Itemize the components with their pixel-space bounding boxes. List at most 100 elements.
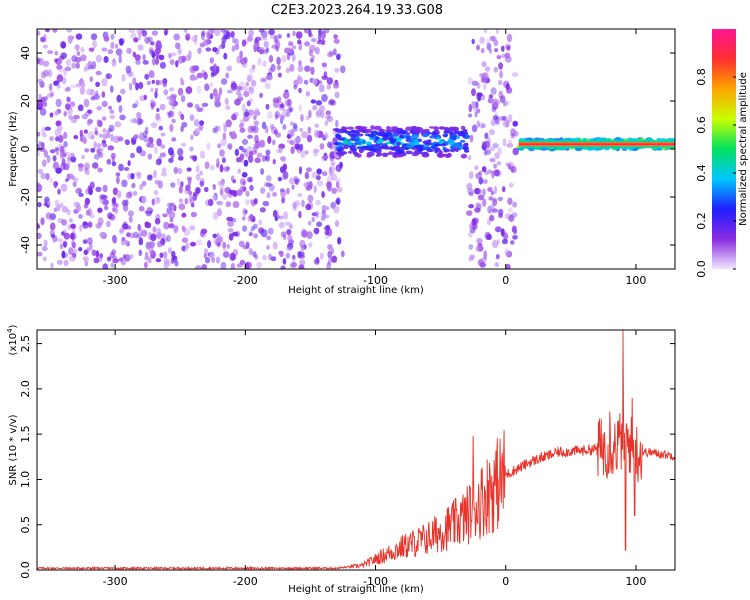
heatmap-cell [449,135,457,140]
heatmap-cell [396,153,404,158]
heatmap-cell [146,207,153,212]
heatmap-cell [326,115,334,123]
heatmap-cell [137,44,144,51]
heatmap-cell [61,77,67,85]
heatmap-cell [97,143,101,149]
heatmap-cell [86,88,92,96]
heatmap-cell [307,220,312,226]
heatmap-cell [307,126,312,134]
heatmap-cell [212,127,217,133]
heatmap-cell [252,125,259,134]
heatmap-cell [334,67,340,73]
heatmap-cell [286,229,292,236]
heatmap-cell [79,134,84,143]
heatmap-cell [66,158,71,166]
heatmap-cell [327,185,332,192]
heatmap-cell [212,47,218,53]
heatmap-cell [212,183,216,191]
heatmap-cell [130,152,135,159]
heatmap-cell [316,168,323,175]
heatmap-cell [278,221,285,229]
heatmap-cell [247,35,253,42]
heatmap-cell [59,145,65,153]
heatmap-cell [251,64,256,70]
heatmap-cell [261,34,268,41]
heatmap-cell [290,262,297,269]
heatmap-cell [364,128,373,133]
heatmap-cell [305,90,311,97]
heatmap-cell [482,198,487,207]
heatmap-cell [303,182,308,187]
heatmap-cell [315,210,320,219]
heatmap-cell [183,29,188,34]
heatmap-cell [215,65,220,74]
heatmap-cell [316,175,321,181]
heatmap-cell [239,50,243,59]
heatmap-cell [468,104,473,113]
heatmap-cell [222,31,227,36]
heatmap-cell [277,72,282,78]
heatmap-cell [508,182,514,188]
heatmap-cell [490,190,495,196]
heatmap-cell [89,76,94,82]
heatmap-cell [57,238,64,243]
heatmap-cell [209,93,214,100]
heatmap-cell [253,120,259,126]
heatmap-cell [82,256,90,262]
heatmap-cell [107,212,113,219]
heatmap-cell [128,72,134,78]
heatmap-cell [143,261,148,269]
heatmap-cell [61,219,67,226]
heatmap-cell [276,214,280,220]
heatmap-cell [122,199,127,207]
heatmap-cell [303,79,309,85]
heatmap-cell [219,164,224,173]
heatmap-cell [168,157,174,163]
heatmap-cell [54,58,59,63]
heatmap-cell [246,177,252,183]
heatmap-cell [349,145,356,151]
heatmap-cell [333,142,340,146]
heatmap-region [466,29,519,269]
heatmap-cell [337,129,345,134]
heatmap-cell [300,150,306,159]
heatmap-cell [135,171,142,176]
heatmap-cell [220,178,225,186]
heatmap-cell [493,39,499,47]
heatmap-cell [198,124,204,131]
heatmap-cell [469,134,474,143]
heatmap-cell [282,91,290,100]
heatmap-cell [408,140,414,143]
heatmap-cell [518,143,675,145]
heatmap-cell [360,126,368,130]
heatmap-cell [133,134,139,140]
heatmap-cell [154,87,159,93]
heatmap-cell [60,183,68,192]
heatmap-cell [61,231,65,236]
heatmap-cell [54,110,59,116]
heatmap-cell [248,232,253,237]
heatmap-cell [460,139,466,143]
colorbar-ticks: 0.0 0.2 0.4 0.6 0.8 [695,68,736,278]
heatmap-cell [312,105,318,111]
heatmap-cell [298,264,305,269]
heatmap-cell [266,192,271,199]
heatmap-cell [62,240,68,246]
heatmap-cell [203,83,210,91]
heatmap-cell [421,129,427,133]
heatmap-cell [218,44,225,50]
heatmap-cell [311,171,318,179]
heatmap-cell [275,40,281,49]
heatmap-cell [480,77,485,83]
heatmap-cell [97,207,103,213]
heatmap-cell [498,62,504,70]
heatmap-cell [271,44,278,49]
heatmap-cell [321,75,329,80]
heatmap-cell [493,66,498,73]
heatmap-cell [212,233,217,239]
heatmap-cell [170,52,177,57]
heatmap-cell [497,213,504,219]
heatmap-cell [142,54,146,61]
heatmap-cell [159,152,167,158]
snr-y-tick-label: 0.5 [19,516,32,534]
